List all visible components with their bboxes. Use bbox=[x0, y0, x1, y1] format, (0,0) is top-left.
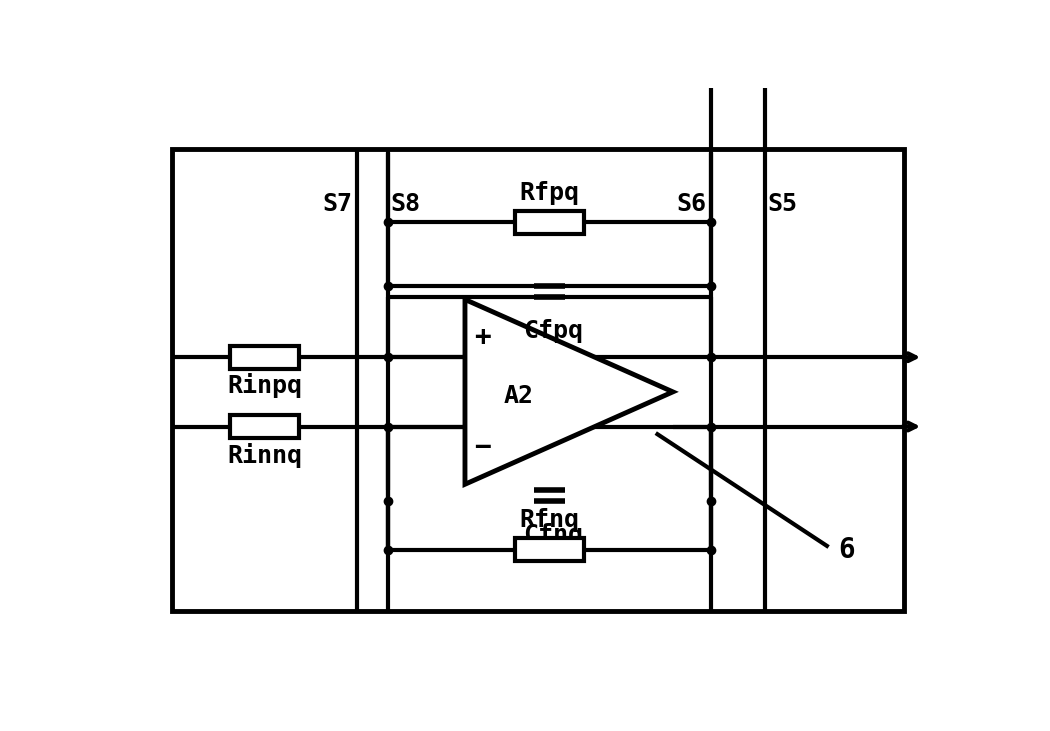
Bar bbox=[516, 538, 585, 561]
Text: S8: S8 bbox=[391, 192, 420, 216]
Text: Cfnq: Cfnq bbox=[524, 523, 584, 547]
Text: A2: A2 bbox=[504, 384, 533, 408]
Text: Rfpq: Rfpq bbox=[520, 181, 580, 205]
Text: Cfpq: Cfpq bbox=[524, 319, 584, 343]
Polygon shape bbox=[465, 300, 673, 484]
Text: S7: S7 bbox=[322, 192, 353, 216]
Bar bbox=[230, 415, 299, 438]
Text: Rfnq: Rfnq bbox=[520, 508, 580, 532]
Text: 6: 6 bbox=[839, 536, 855, 564]
Text: Rinpq: Rinpq bbox=[227, 374, 302, 398]
Text: −: − bbox=[475, 433, 491, 461]
Text: +: + bbox=[475, 323, 491, 351]
Text: S5: S5 bbox=[768, 192, 798, 216]
Text: Rinnq: Rinnq bbox=[227, 443, 302, 468]
Bar bbox=[230, 346, 299, 368]
Text: S6: S6 bbox=[677, 192, 707, 216]
Bar bbox=[516, 211, 585, 234]
Bar bbox=[172, 149, 904, 611]
